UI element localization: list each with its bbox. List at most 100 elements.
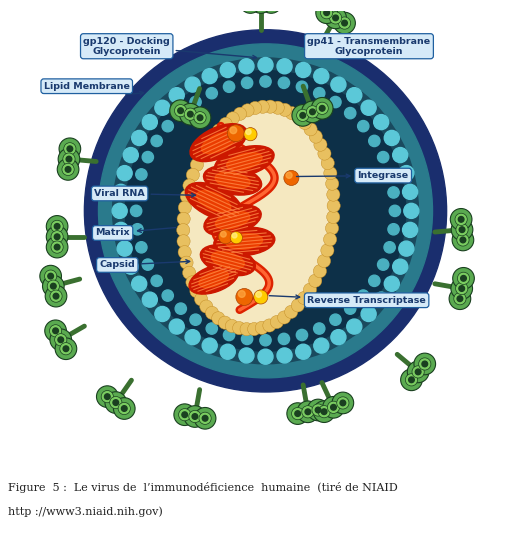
Ellipse shape	[185, 183, 242, 220]
Circle shape	[384, 276, 399, 292]
Circle shape	[318, 147, 331, 160]
Circle shape	[402, 184, 417, 199]
Circle shape	[313, 401, 335, 422]
Circle shape	[197, 115, 203, 120]
Circle shape	[255, 321, 268, 334]
Circle shape	[361, 306, 376, 322]
Circle shape	[453, 267, 474, 289]
Circle shape	[105, 392, 126, 414]
Circle shape	[342, 20, 347, 26]
Circle shape	[151, 275, 162, 287]
Text: http ://www3.niaid.nih.gov): http ://www3.niaid.nih.gov)	[8, 507, 162, 517]
Circle shape	[177, 212, 190, 225]
Circle shape	[112, 203, 127, 218]
Circle shape	[142, 292, 157, 307]
Circle shape	[67, 146, 73, 152]
Circle shape	[332, 392, 354, 414]
Circle shape	[249, 101, 262, 114]
Circle shape	[190, 284, 203, 298]
Circle shape	[136, 169, 147, 180]
Circle shape	[271, 101, 284, 114]
Circle shape	[314, 68, 329, 84]
Circle shape	[99, 44, 432, 378]
Circle shape	[247, 323, 261, 336]
Circle shape	[45, 270, 57, 282]
Circle shape	[242, 333, 253, 345]
Circle shape	[136, 242, 147, 253]
Circle shape	[451, 278, 473, 299]
Circle shape	[84, 30, 447, 392]
Circle shape	[175, 303, 186, 315]
Ellipse shape	[187, 110, 330, 325]
Circle shape	[185, 330, 200, 345]
Circle shape	[177, 235, 190, 248]
Circle shape	[40, 265, 62, 287]
Circle shape	[63, 153, 75, 165]
Circle shape	[331, 330, 346, 345]
Ellipse shape	[227, 153, 262, 170]
Circle shape	[206, 323, 217, 334]
Circle shape	[258, 57, 273, 73]
Circle shape	[340, 400, 346, 406]
Circle shape	[162, 120, 174, 132]
Circle shape	[224, 329, 235, 341]
Circle shape	[324, 10, 329, 15]
Circle shape	[247, 0, 253, 5]
Circle shape	[46, 226, 68, 248]
Circle shape	[45, 286, 67, 307]
Circle shape	[337, 397, 349, 409]
Circle shape	[314, 338, 329, 353]
Circle shape	[451, 219, 473, 241]
Circle shape	[50, 329, 72, 351]
Circle shape	[132, 276, 147, 292]
Circle shape	[277, 348, 292, 363]
Circle shape	[212, 124, 226, 137]
Circle shape	[327, 211, 340, 224]
Circle shape	[263, 319, 276, 332]
Text: gp120 - Docking
Glycoprotein: gp120 - Docking Glycoprotein	[83, 37, 256, 59]
Circle shape	[194, 112, 206, 124]
Circle shape	[345, 107, 356, 119]
Circle shape	[57, 159, 79, 180]
Circle shape	[58, 337, 64, 342]
Circle shape	[334, 12, 355, 34]
Circle shape	[250, 0, 272, 13]
Circle shape	[177, 224, 190, 237]
Circle shape	[182, 412, 187, 417]
Circle shape	[318, 405, 330, 418]
Circle shape	[458, 217, 464, 222]
Ellipse shape	[201, 132, 235, 154]
Circle shape	[333, 15, 338, 21]
Circle shape	[118, 403, 131, 415]
Circle shape	[327, 188, 340, 201]
Circle shape	[321, 244, 334, 257]
Circle shape	[357, 120, 369, 132]
Circle shape	[278, 333, 289, 345]
Circle shape	[239, 59, 254, 74]
Circle shape	[311, 97, 333, 119]
Circle shape	[422, 361, 427, 367]
Circle shape	[450, 208, 472, 230]
Circle shape	[50, 283, 56, 289]
Circle shape	[270, 316, 284, 329]
Circle shape	[374, 292, 389, 307]
Circle shape	[305, 409, 311, 415]
Circle shape	[132, 130, 147, 146]
Circle shape	[58, 148, 80, 170]
Circle shape	[325, 7, 346, 28]
Circle shape	[302, 101, 323, 123]
Circle shape	[48, 274, 54, 279]
Circle shape	[457, 234, 469, 246]
Ellipse shape	[215, 172, 250, 189]
Circle shape	[142, 114, 157, 130]
Ellipse shape	[226, 234, 263, 249]
Circle shape	[323, 233, 337, 246]
Circle shape	[277, 59, 292, 74]
Circle shape	[62, 164, 74, 176]
Circle shape	[46, 236, 68, 258]
Circle shape	[415, 369, 421, 375]
Circle shape	[330, 314, 341, 325]
Circle shape	[54, 245, 60, 250]
Circle shape	[155, 306, 170, 322]
Circle shape	[55, 338, 77, 359]
